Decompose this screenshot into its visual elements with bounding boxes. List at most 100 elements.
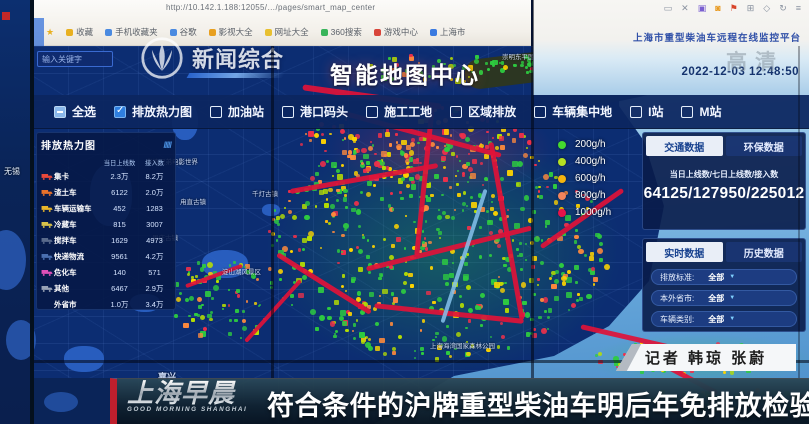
bookmark-favicon xyxy=(105,28,113,36)
checkbox-icon[interactable] xyxy=(534,105,547,118)
bookmark-favicon xyxy=(264,28,272,36)
heat-row: 危化车 140 571 xyxy=(41,264,171,280)
vehicle-name: 车辆运输车 xyxy=(54,203,92,213)
left-monitor-strip: 无锡 xyxy=(0,0,36,424)
refresh-icon[interactable]: ↻ xyxy=(779,3,787,13)
tab-realtime-data[interactable]: 实时数据 xyxy=(646,242,723,262)
checkbox-icon[interactable] xyxy=(450,105,463,118)
dropdown-row[interactable]: 本外省市: 全部 ▼ xyxy=(651,290,797,306)
map-water-blob xyxy=(0,230,26,290)
truck-icon xyxy=(41,172,53,181)
address-bar[interactable]: http://10.142.1.188:12055/…/pages/smart_… xyxy=(166,3,376,12)
heat-panel-title: 排放热力图 xyxy=(41,141,96,152)
shield-icon[interactable]: ◙ xyxy=(715,3,721,13)
map-city-label: 无锡 xyxy=(4,167,20,176)
close-x-icon[interactable]: ✕ xyxy=(681,3,689,13)
menu-icon[interactable]: ≡ xyxy=(795,3,801,13)
filter-checkbox[interactable]: I站 xyxy=(630,103,663,120)
chevron-down-icon: ▼ xyxy=(729,295,736,301)
bookmark-item[interactable]: 收藏 xyxy=(66,26,93,38)
checkbox-icon[interactable] xyxy=(366,105,379,118)
vehicle-name: 其他 xyxy=(54,283,69,293)
heat-panel: 排放热力图 ///// 当日上线数 接入数 集卡 2.3万 8.2万 xyxy=(36,132,176,310)
legend-dot xyxy=(558,157,566,166)
online-count: 815 xyxy=(113,219,126,229)
bookmark-item[interactable]: 上海市 xyxy=(429,26,465,38)
heat-row: 渣土车 6122 2.0万 xyxy=(41,184,171,200)
checkbox-icon[interactable] xyxy=(630,105,643,118)
access-count: 4.2万 xyxy=(145,251,164,261)
filter-checkbox[interactable]: 加油站 xyxy=(210,103,264,120)
legend-item: 400g/h xyxy=(558,153,611,170)
online-count: 1629 xyxy=(111,235,128,245)
tab-history-data[interactable]: 历史数据 xyxy=(725,242,802,262)
extension-icon[interactable]: ▣ xyxy=(697,3,707,13)
filter-checkbox[interactable]: 车辆集中地 xyxy=(534,103,612,120)
bookmark-item[interactable]: 手机收藏夹 xyxy=(105,26,158,38)
tab-env-data[interactable]: 环保数据 xyxy=(725,136,802,156)
bookmark-item[interactable]: 谷歌 xyxy=(169,26,197,38)
checkbox-icon[interactable] xyxy=(681,105,694,118)
filter-checkbox[interactable]: M站 xyxy=(681,103,721,120)
heat-row: 其他 6467 2.9万 xyxy=(41,280,171,296)
legend-item: 600g/h xyxy=(558,170,611,187)
window-icon[interactable]: ▭ xyxy=(663,3,673,13)
heat-row: 车辆运输车 452 1283 xyxy=(41,200,171,216)
map-water-blob xyxy=(44,392,78,412)
screen-bezel xyxy=(34,360,809,363)
online-count: 6122 xyxy=(111,187,128,197)
filter-checkbox[interactable]: 排放热力图 xyxy=(114,103,192,120)
vehicle-name: 外省市 xyxy=(54,299,77,309)
online-count: 9561 xyxy=(111,251,128,261)
checkbox-icon[interactable] xyxy=(114,105,127,118)
checkbox-icon[interactable] xyxy=(54,105,66,118)
dropdown-row[interactable]: 车辆类别: 全部 ▼ xyxy=(651,311,797,327)
chevron-down-icon: ▼ xyxy=(729,274,736,280)
traffic-panel: 交通数据 环保数据 当日上线数/七日上线数/接入数 64125/127950/2… xyxy=(642,132,806,230)
filter-bar: 全选 排放热力图 加油站 港口码头 施工工地 区域排放 车辆集中地 I站 M站 xyxy=(34,95,809,129)
heat-spot xyxy=(2,12,10,20)
bookmark-item[interactable]: 网址大全 xyxy=(264,26,309,38)
filter-label: 区域排放 xyxy=(468,105,517,119)
reporter-credit: 记者 韩琼 张蔚 xyxy=(616,344,796,371)
tab-traffic-data[interactable]: 交通数据 xyxy=(646,136,723,156)
bookmark-item[interactable]: 游戏中心 xyxy=(373,26,418,38)
bookmark-favicon xyxy=(66,28,74,36)
map-label: 淀山湖风景区 xyxy=(222,269,261,276)
diamond-icon[interactable]: ◇ xyxy=(763,3,771,13)
online-count: 1.0万 xyxy=(110,299,129,309)
filter-label: M站 xyxy=(699,105,722,119)
column-header-online: 当日上线数 xyxy=(103,160,136,168)
bookmark-label: 影视大全 xyxy=(218,27,253,37)
filter-checkbox[interactable]: 港口码头 xyxy=(282,103,348,120)
legend-dot xyxy=(558,191,566,200)
heat-row: 冷藏车 815 3007 xyxy=(41,216,171,232)
filter-checkbox[interactable]: 区域排放 xyxy=(450,103,516,120)
truck-icon xyxy=(41,204,53,213)
legend-label: 600g/h xyxy=(575,173,606,184)
screen-bezel xyxy=(531,0,534,378)
metric-value: 64125/127950/225012 xyxy=(643,185,805,202)
dropdown-row[interactable]: 排放标准: 全部 ▼ xyxy=(651,269,797,285)
online-count: 6467 xyxy=(111,283,128,293)
bookmark-item[interactable]: 360搜索 xyxy=(320,26,362,38)
bookmark-label: 收藏 xyxy=(76,27,94,37)
datetime-display: 2022-12-03 12:48:50 xyxy=(681,66,799,78)
checkbox-icon[interactable] xyxy=(210,105,223,118)
bookmark-item[interactable]: 影视大全 xyxy=(208,26,253,38)
flag-icon[interactable]: ⚑ xyxy=(729,3,738,13)
map-label: 上海海湾国家森林公园 xyxy=(430,343,495,350)
chevron-down-icon: ▼ xyxy=(729,316,736,322)
search-input[interactable] xyxy=(37,51,113,67)
realtime-panel: 实时数据 历史数据 排放标准: 全部 ▼ 本外省市: 全部 ▼ 车辆类别: 全部… xyxy=(642,238,806,332)
filter-checkbox[interactable]: 全选 xyxy=(54,103,96,120)
legend-label: 200g/h xyxy=(575,139,606,150)
truck-icon xyxy=(41,252,53,261)
checkbox-icon[interactable] xyxy=(282,105,295,118)
bookmarks-bar: ★ 收藏 手机收藏夹 谷歌 影视大全 网址大全 360搜索 游戏中心 上海市 xyxy=(46,26,465,38)
bookmark-favicon xyxy=(429,28,437,36)
filter-checkbox[interactable]: 施工工地 xyxy=(366,103,432,120)
dropdown-value: 全部 xyxy=(708,293,725,303)
program-logo: 上海早晨 GOOD MORNING SHANGHAI xyxy=(127,380,247,413)
grid-icon[interactable]: ⊞ xyxy=(746,3,755,13)
